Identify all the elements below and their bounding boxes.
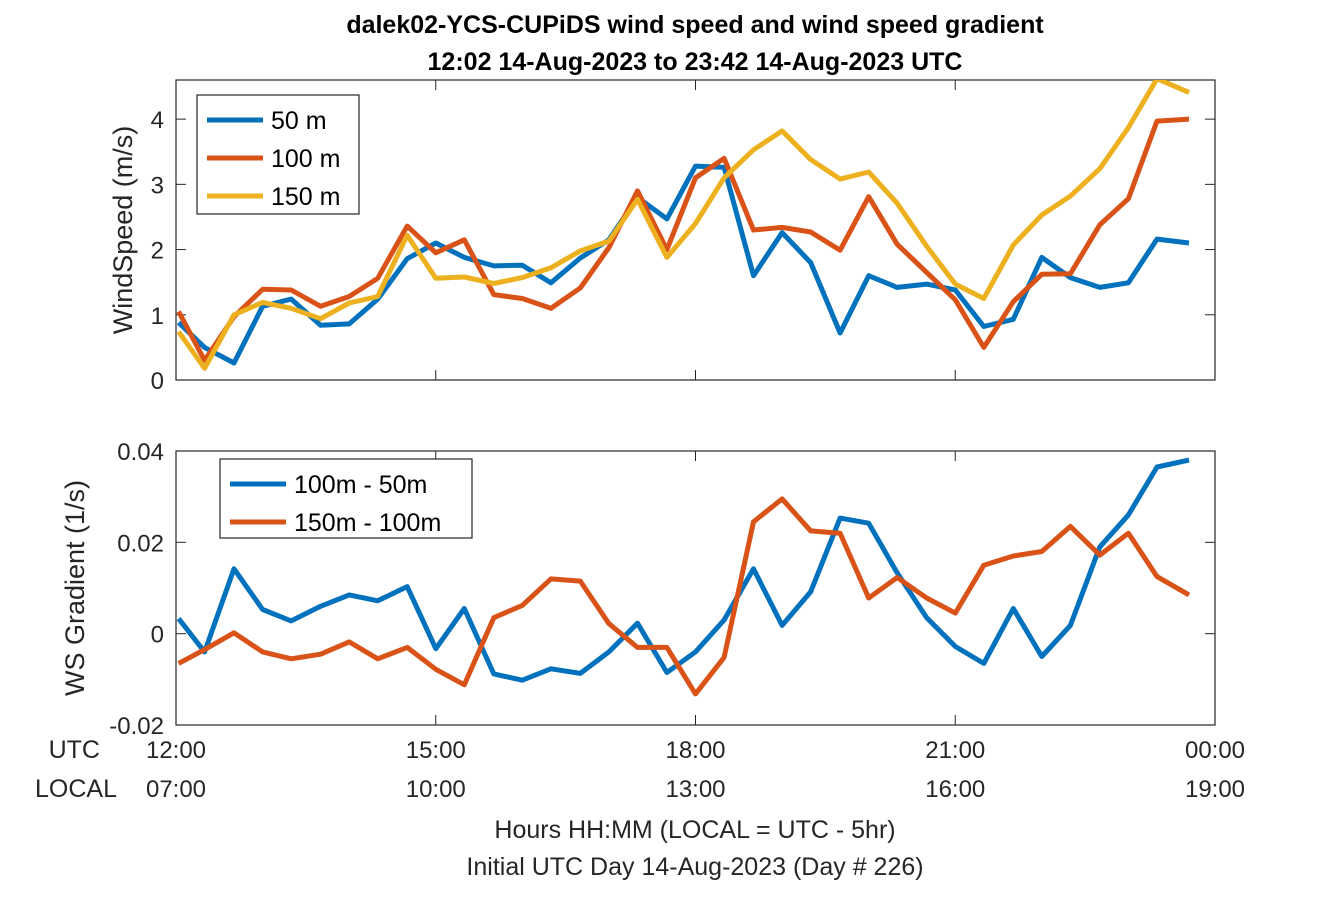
legend-label: 150 m (271, 183, 340, 211)
x-tick-label-local: 07:00 (146, 776, 206, 803)
x-axis-note-line2: Initial UTC Day 14-Aug-2023 (Day # 226) (466, 853, 923, 881)
series-line-150m-100m (177, 496, 1191, 697)
y-tick-label: 3 (151, 172, 164, 199)
x-axis-local-label: LOCAL (35, 775, 117, 803)
series-line-100m (176, 116, 1190, 363)
series-line-150m (176, 80, 1190, 371)
chart-title-line2: 12:02 14-Aug-2023 to 23:42 14-Aug-2023 U… (428, 48, 963, 76)
x-tick-label-utc: 15:00 (406, 737, 466, 764)
wind-gradient-plot: -0.02 0 0.02 0.04 WS Gradient (1/s) 100m - 50… (60, 439, 1216, 740)
legend-label: 50 m (271, 107, 327, 135)
series-line-100m-50m (176, 457, 1190, 683)
y-tick-label: 0 (151, 368, 164, 395)
legend-label: 100 m (271, 145, 340, 173)
legend: 100m - 50m 150m - 100m (219, 458, 473, 539)
y-tick-label: 2 (151, 238, 164, 265)
x-tick-label-local: 19:00 (1185, 776, 1245, 803)
y-tick-label: 0.02 (117, 530, 164, 557)
series-lines (176, 457, 1191, 697)
y-tick-label: 0.04 (117, 439, 164, 466)
y-tick-label: 0 (151, 622, 164, 649)
x-axis-note-line1: Hours HH:MM (LOCAL = UTC - 5hr) (494, 816, 895, 844)
x-tick-labels: 12:00 07:00 15:00 10:00 18:00 13:00 21:00 16:00… (146, 737, 1245, 803)
x-tick-label-utc: 12:00 (146, 737, 206, 764)
y-axis-label: WindSpeed (m/s) (108, 126, 138, 335)
legend: 50 m 100 m 150 m (196, 94, 360, 215)
series-line-50m (176, 163, 1190, 366)
x-axis-utc-label: UTC (49, 736, 100, 764)
x-tick-label-local: 16:00 (925, 776, 985, 803)
chart-title-line1: dalek02-YCS-CUPiDS wind speed and wind s… (346, 11, 1044, 39)
x-tick-label-utc: 00:00 (1185, 737, 1245, 764)
series-lines (176, 80, 1190, 371)
x-tick-label-local: 10:00 (406, 776, 466, 803)
x-tick-label-local: 13:00 (665, 776, 725, 803)
x-tick-label-utc: 18:00 (665, 737, 725, 764)
legend-box (219, 458, 473, 539)
wind-speed-plot: 0 1 2 3 4 WindSpeed (m/s) 50 m 100 m 150 m (108, 79, 1216, 395)
y-tick-label: -0.02 (109, 713, 164, 740)
legend-label: 150m - 100m (294, 509, 441, 537)
x-tick-label-utc: 21:00 (925, 737, 985, 764)
y-axis-label: WS Gradient (1/s) (60, 480, 90, 696)
y-tick-label: 4 (151, 107, 164, 134)
y-tick-label: 1 (151, 303, 164, 330)
legend-label: 100m - 50m (294, 471, 427, 499)
